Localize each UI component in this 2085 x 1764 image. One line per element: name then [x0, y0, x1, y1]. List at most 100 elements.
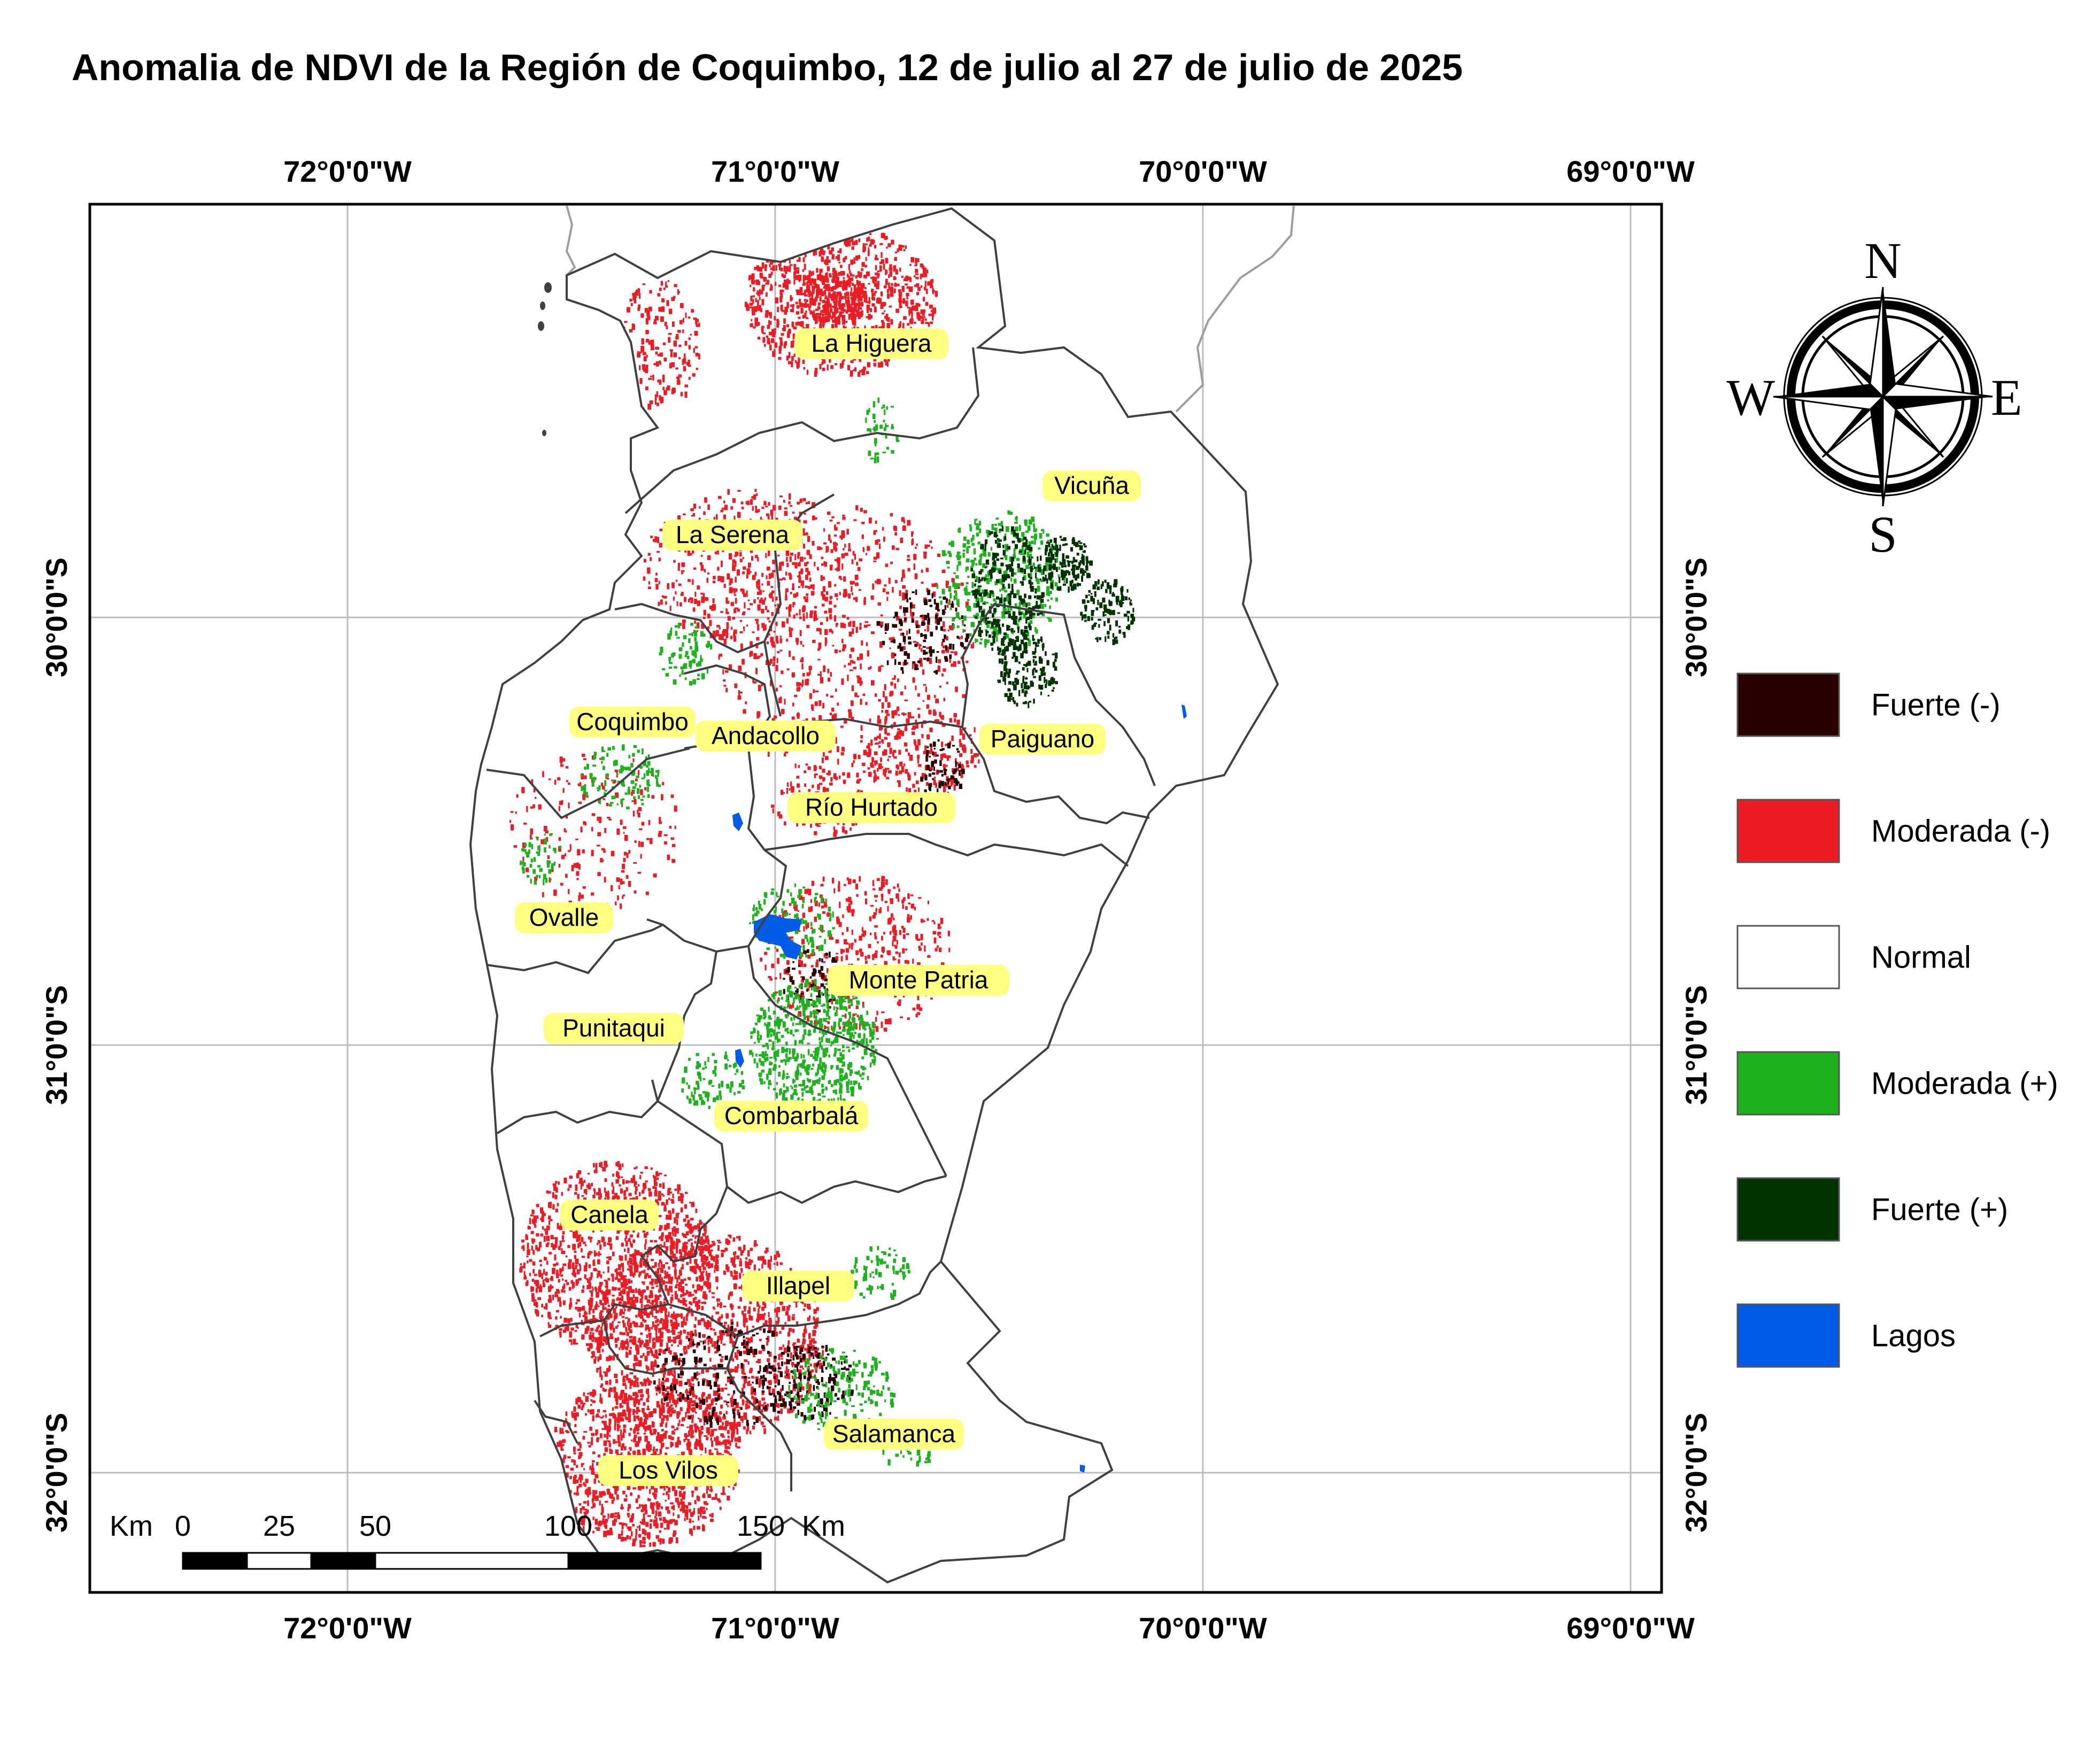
boundary-canela-illapel — [539, 1186, 728, 1337]
lon-label-69w-top: 69°0'0"W — [1566, 154, 1695, 188]
commune-labels: La Higuera Vicuña La Serena Coquimbo Andacol… — [515, 328, 1141, 1486]
commune-label-text: Vicuña — [1054, 471, 1129, 499]
boundary-coquimbo-ovalle — [486, 747, 690, 819]
legend-item: Moderada (-) — [1736, 799, 2050, 863]
boundary-vicuna-paiguano — [961, 602, 1156, 786]
compass-rose-icon: N S E W — [1726, 232, 2022, 563]
map-frame: La Higuera Vicuña La Serena Coquimbo Andacol… — [88, 203, 1663, 1594]
commune-label: Paiguano — [979, 724, 1106, 755]
commune-label: Ovalle — [515, 902, 613, 933]
commune-label-halo — [828, 965, 1009, 996]
lake-south — [1080, 1465, 1085, 1473]
legend-swatch — [1736, 1051, 1840, 1116]
lakes-layer — [732, 705, 1187, 1473]
commune-label: Canela — [560, 1200, 659, 1231]
commune-label: Salamanca — [824, 1419, 964, 1450]
commune-label-halo — [787, 792, 955, 823]
boundary-la-higuera-south — [624, 347, 980, 514]
legend-swatch — [1736, 925, 1840, 989]
commune-label-halo — [979, 724, 1106, 755]
commune-label-text: Andacollo — [712, 722, 820, 749]
lat-label-30s-right: 30°0'0"S — [1679, 558, 1713, 677]
commune-label: Río Hurtado — [787, 792, 955, 823]
legend-item: Fuerte (-) — [1736, 672, 2001, 737]
lon-label-70w-top: 70°0'0"W — [1139, 154, 1267, 188]
commune-label-halo — [714, 1101, 868, 1132]
boundary-punitaqui-canela — [496, 1079, 659, 1134]
lat-label-30s-left: 30°0'0"S — [40, 558, 73, 677]
longitude-labels-top: 72°0'0"W 71°0'0"W 70°0'0"W 69°0'0"W — [283, 154, 1695, 188]
boundary-paiguano-south — [961, 726, 1150, 825]
compass-east-letter: E — [1991, 369, 2022, 426]
commune-label-text: Illapel — [766, 1272, 830, 1299]
scale-tick-100: 100 — [544, 1510, 592, 1542]
lat-label-32s-right: 32°0'0"S — [1679, 1413, 1713, 1533]
legend: Fuerte (-) Moderada (-) Normal Moderada (+)… — [1736, 672, 2058, 1368]
boundary-combarbala-monte-patria — [747, 946, 947, 1177]
commune-label-halo — [742, 1271, 854, 1302]
boundary-combarbala-illapel — [657, 1100, 947, 1204]
scale-tick-25: 25 — [263, 1510, 295, 1542]
commune-label-text: La Serena — [676, 521, 790, 548]
commune-label-text: Coquimbo — [576, 708, 689, 736]
compass-main-points — [1773, 287, 1993, 507]
lake-la-paloma — [732, 813, 743, 831]
commune-label-text: Monte Patria — [849, 966, 989, 994]
boundary-illapel-salamanca — [668, 1260, 942, 1338]
lon-label-71w-bottom: 71°0'0"W — [711, 1611, 839, 1645]
legend-item: Fuerte (+) — [1736, 1177, 2008, 1242]
commune-label-halo — [1042, 470, 1141, 501]
lake-recoleta — [754, 914, 802, 960]
legend-label: Fuerte (-) — [1871, 688, 2001, 723]
coastline-north — [565, 205, 576, 276]
lat-label-31s-right: 31°0'0"S — [1679, 985, 1713, 1105]
lon-label-72w-top: 72°0'0"W — [283, 154, 412, 188]
compass-south-letter: S — [1868, 506, 1897, 563]
latitude-labels-left: 30°0'0"S 31°0'0"S 32°0'0"S — [40, 558, 73, 1533]
commune-label-halo — [544, 1013, 684, 1044]
commune-label: Monte Patria — [828, 965, 1009, 996]
scale-unit-right: Km — [802, 1510, 845, 1542]
commune-label-text: Ovalle — [529, 903, 599, 931]
commune-label: Los Vilos — [598, 1455, 738, 1486]
commune-label-text: La Higuera — [811, 329, 931, 357]
lon-label-70w-bottom: 70°0'0"W — [1139, 1611, 1267, 1645]
lon-label-72w-bottom: 72°0'0"W — [283, 1611, 412, 1645]
boundary-la-serena-vicuna — [763, 493, 835, 717]
boundary-los-vilos-south — [534, 1399, 578, 1444]
legend-item: Moderada (+) — [1736, 1051, 2058, 1116]
legend-item: Lagos — [1736, 1303, 1956, 1368]
map-frame-border — [88, 203, 1663, 1594]
commune-label-text: Río Hurtado — [805, 793, 938, 821]
compass-secondary-points — [1821, 335, 1944, 458]
boundary-ovalle-punitaqui — [486, 924, 663, 974]
graticule — [90, 204, 1662, 1592]
commune-label: Illapel — [742, 1271, 854, 1302]
boundary-punitaqui-combarbala — [657, 951, 717, 1102]
commune-label: Punitaqui — [544, 1013, 684, 1044]
scale-unit-left: Km — [110, 1510, 153, 1542]
lat-label-32s-left: 32°0'0"S — [40, 1413, 73, 1533]
lake-east — [1182, 705, 1187, 719]
boundary-rio-hurtado-monte-patria — [747, 748, 1129, 867]
commune-label-text: Los Vilos — [619, 1456, 718, 1484]
compass-north-letter: N — [1864, 232, 1901, 289]
commune-label-text: Combarbalá — [724, 1102, 859, 1129]
compass-west-letter: W — [1726, 369, 1775, 426]
commune-label: Andacollo — [696, 721, 836, 752]
islands — [538, 282, 552, 436]
international-border — [1175, 205, 1295, 413]
scale-tick-0: 0 — [175, 1510, 191, 1542]
legend-label: Fuerte (+) — [1871, 1193, 2008, 1227]
commune-label-text: Salamanca — [832, 1420, 956, 1448]
commune-label: Vicuña — [1042, 470, 1141, 501]
commune-label-halo — [662, 520, 802, 551]
legend-label: Lagos — [1871, 1319, 1956, 1353]
boundary-los-vilos-salamanca — [726, 1368, 792, 1491]
commune-label-halo — [794, 328, 948, 359]
commune-label-text: Punitaqui — [562, 1014, 665, 1042]
legend-swatch — [1736, 1177, 1840, 1242]
map-title: Anomalia de NDVI de la Región de Coquimb… — [72, 47, 1463, 88]
scale-tick-50: 50 — [359, 1510, 391, 1542]
